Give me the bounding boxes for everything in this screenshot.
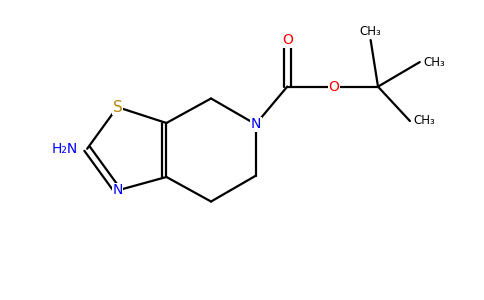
Text: O: O — [329, 80, 339, 94]
Text: CH₃: CH₃ — [414, 115, 436, 128]
Text: O: O — [282, 33, 293, 47]
Text: CH₃: CH₃ — [360, 25, 381, 38]
Text: N: N — [251, 117, 261, 131]
Text: S: S — [113, 100, 122, 115]
Text: N: N — [112, 184, 122, 197]
Text: H₂N: H₂N — [52, 142, 78, 156]
Text: CH₃: CH₃ — [424, 56, 445, 69]
